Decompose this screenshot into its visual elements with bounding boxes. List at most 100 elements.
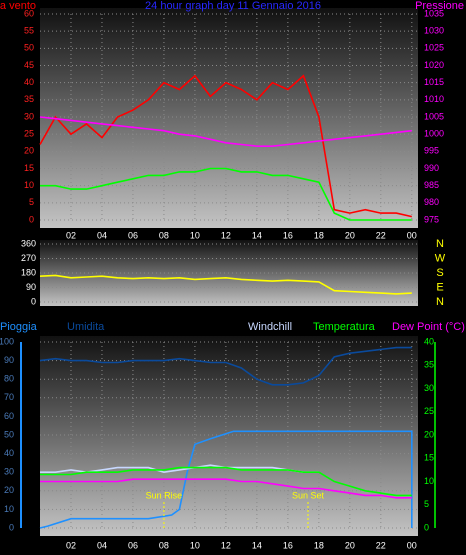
series-label: Umidita bbox=[67, 321, 105, 333]
x-tick-label: 02 bbox=[66, 230, 76, 240]
y-tick-label: 55 bbox=[24, 26, 34, 36]
y-tick-label: 25 bbox=[24, 129, 34, 139]
y-tick-label: 0 bbox=[31, 296, 36, 306]
x-tick-label: 10 bbox=[190, 230, 200, 240]
y-tick-label: 30 bbox=[24, 111, 34, 121]
y-tick-label: 20 bbox=[4, 485, 14, 495]
y2-tick-label: 30 bbox=[424, 383, 434, 393]
y-tick-label: 50 bbox=[24, 43, 34, 53]
series-label: Windchill bbox=[248, 321, 292, 333]
series-line bbox=[39, 430, 413, 529]
series-label: Forza vento bbox=[0, 0, 36, 12]
y-tick-label: 360 bbox=[21, 238, 36, 248]
y-tick-label: 70 bbox=[4, 392, 14, 402]
y-tick-label: 60 bbox=[24, 8, 34, 18]
series-line bbox=[39, 74, 412, 218]
series-label: Pressione bbox=[415, 0, 464, 12]
series-label: Pioggia bbox=[0, 321, 38, 333]
x-tick-label: 04 bbox=[97, 540, 107, 550]
y-tick-label: 20 bbox=[24, 146, 34, 156]
y2-tick-label: 985 bbox=[424, 180, 439, 190]
x-tick-label: 20 bbox=[345, 230, 355, 240]
y-tick-label: 5 bbox=[29, 197, 34, 207]
annotation-text: Sun Rise bbox=[146, 490, 183, 500]
y2-tick-label: N bbox=[436, 296, 444, 308]
y2-tick-label: 40 bbox=[424, 336, 434, 346]
y-tick-label: 90 bbox=[4, 355, 14, 365]
y-tick-label: 60 bbox=[4, 411, 14, 421]
x-tick-label: 00 bbox=[407, 540, 417, 550]
x-tick-label: 22 bbox=[376, 230, 386, 240]
rain-axis-bar bbox=[20, 342, 22, 528]
x-tick-label: 00 bbox=[407, 230, 417, 240]
x-tick-label: 10 bbox=[190, 540, 200, 550]
y2-tick-label: 1015 bbox=[424, 77, 444, 87]
y-tick-label: 180 bbox=[21, 267, 36, 277]
y-tick-label: 0 bbox=[9, 522, 14, 532]
y-tick-label: 30 bbox=[4, 467, 14, 477]
chart-title: 24 hour graph day 11 Gennaio 2016 bbox=[145, 0, 321, 12]
y2-tick-label: 1010 bbox=[424, 94, 444, 104]
series-line bbox=[40, 478, 412, 499]
x-tick-label: 12 bbox=[221, 540, 231, 550]
x-tick-label: 20 bbox=[345, 540, 355, 550]
series-line bbox=[40, 167, 412, 221]
y2-tick-label: W bbox=[435, 252, 446, 264]
x-tick-label: 18 bbox=[314, 230, 324, 240]
series-line bbox=[39, 346, 412, 386]
y2-tick-label: 15 bbox=[424, 453, 434, 463]
plot-area bbox=[40, 8, 418, 228]
x-tick-label: 14 bbox=[252, 230, 262, 240]
y-tick-label: 10 bbox=[24, 180, 34, 190]
y2-tick-label: 20 bbox=[424, 429, 434, 439]
x-tick-label: 16 bbox=[283, 230, 293, 240]
plot-area bbox=[40, 240, 418, 306]
series-line bbox=[39, 274, 412, 295]
y2-tick-label: 1025 bbox=[424, 43, 444, 53]
y2-tick-label: 0 bbox=[424, 522, 429, 532]
y-tick-label: 0 bbox=[29, 214, 34, 224]
y2-tick-label: 995 bbox=[424, 146, 439, 156]
series-label: Temperatura bbox=[313, 321, 376, 333]
y2-tick-label: E bbox=[436, 281, 443, 293]
x-tick-label: 06 bbox=[128, 230, 138, 240]
y2-tick-label: 1000 bbox=[424, 129, 444, 139]
y-tick-label: 40 bbox=[24, 77, 34, 87]
y2-tick-label: 5 bbox=[424, 499, 429, 509]
x-tick-label: 06 bbox=[128, 540, 138, 550]
plot-area bbox=[40, 336, 418, 536]
x-tick-label: 18 bbox=[314, 540, 324, 550]
y2-tick-label: 975 bbox=[424, 214, 439, 224]
y2-tick-label: 1005 bbox=[424, 111, 444, 121]
y-tick-label: 90 bbox=[26, 282, 36, 292]
y-tick-label: 100 bbox=[0, 336, 14, 346]
y2-tick-label: 1030 bbox=[424, 26, 444, 36]
y2-tick-label: 10 bbox=[424, 476, 434, 486]
y-tick-label: 40 bbox=[4, 448, 14, 458]
x-tick-label: 04 bbox=[97, 230, 107, 240]
y2-tick-label: 990 bbox=[424, 163, 439, 173]
y-tick-label: 80 bbox=[4, 374, 14, 384]
y-tick-label: 35 bbox=[24, 94, 34, 104]
x-tick-label: 14 bbox=[252, 540, 262, 550]
y2-tick-label: 1035 bbox=[424, 8, 444, 18]
y-tick-label: 270 bbox=[21, 253, 36, 263]
x-tick-label: 22 bbox=[376, 540, 386, 550]
y2-tick-label: 1020 bbox=[424, 60, 444, 70]
x-tick-label: 08 bbox=[159, 540, 169, 550]
y2-tick-label: S bbox=[436, 267, 443, 279]
series-line bbox=[40, 466, 412, 497]
x-tick-label: 16 bbox=[283, 540, 293, 550]
y2-tick-label: 25 bbox=[424, 406, 434, 416]
y2-tick-label: 980 bbox=[424, 197, 439, 207]
annotation-text: Sun Set bbox=[292, 490, 325, 500]
y-tick-label: 45 bbox=[24, 60, 34, 70]
y-tick-label: 50 bbox=[4, 429, 14, 439]
series-label: Dew Point (°C) bbox=[392, 321, 465, 333]
y-tick-label: 15 bbox=[24, 163, 34, 173]
series-line bbox=[39, 116, 412, 147]
y2-tick-label: 35 bbox=[424, 360, 434, 370]
x-tick-label: 02 bbox=[66, 540, 76, 550]
y-tick-label: 10 bbox=[4, 504, 14, 514]
